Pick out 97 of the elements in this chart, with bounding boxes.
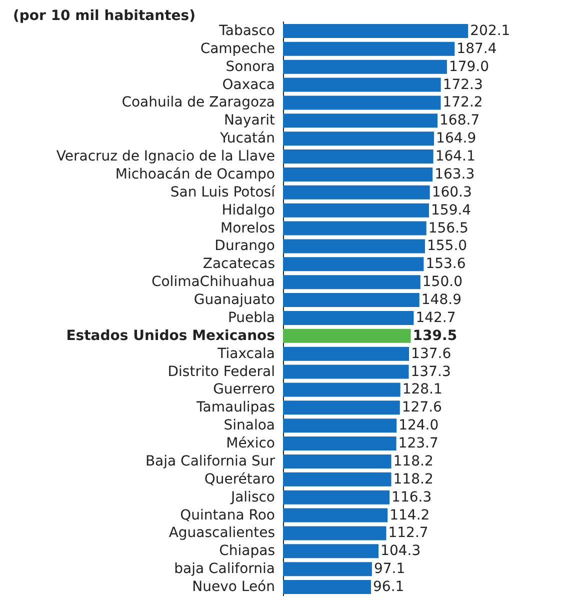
bar [283,328,411,343]
data-label: 128.1 [402,382,442,398]
data-label: 148.9 [421,292,462,308]
bar [283,454,392,468]
y-tick-label: Tiaxcala [216,346,275,362]
bar [283,544,379,558]
y-tick-label: Querétaro [204,471,275,488]
data-label: 150.0 [422,274,462,290]
bar [283,221,426,236]
y-tick-label: Oaxaca [222,76,275,93]
data-label: 163.3 [434,166,475,182]
bar [283,400,400,415]
bar [283,132,434,146]
bar [283,24,468,38]
y-tick-label: Michoacán de Ocampo [115,166,275,182]
bar [283,436,396,451]
bar [283,257,424,272]
bar [283,346,410,361]
y-tick-label: Nayarit [224,112,276,129]
data-label: 112.7 [388,525,428,542]
y-tick-label: Sonora [226,58,275,75]
data-label: 137.6 [411,346,452,362]
y-tick-label: Quintana Roo [180,507,275,524]
y-tick-label: Tamaulipas [196,400,275,416]
data-label: 124.0 [398,418,439,434]
data-label: 142.7 [416,310,456,326]
bar [283,562,372,576]
bar [283,78,441,92]
y-tick-label: Jalisco [230,489,275,506]
y-tick-label: Puebla [228,310,275,326]
y-tick-label: Hidalgo [222,202,275,218]
bar [283,472,392,486]
bar [283,382,400,397]
data-label: 172.2 [442,94,483,111]
data-label: 139.5 [412,328,458,344]
y-tick-label: Durango [214,238,275,254]
bar [283,96,441,110]
y-tick-label: Morelos [220,220,275,236]
data-label: 96.1 [373,579,404,596]
bar [283,508,388,522]
y-tick-label: Aguascalientes [168,525,275,542]
text: (por 10 mil habitantes) [13,8,196,24]
y-tick-label: Yucatán [218,130,275,147]
data-label: 187.4 [456,40,497,57]
y-tick-label: ColimaChihuahua [151,274,275,290]
bar [283,185,430,200]
y-tick-label: Guerrero [213,382,275,398]
y-tick-label: Sinaloa [224,418,275,434]
bar [283,580,372,594]
y-tick-label: Nuevo León [192,579,275,596]
data-label: 202.1 [470,22,510,39]
bar [283,239,425,254]
data-label: 97.1 [374,561,406,578]
y-tick-label: Zacatecas [202,256,275,272]
y-tick-label: Distrito Federal [168,364,275,380]
data-label: 116.3 [392,489,432,506]
y-tick-label: baja California [174,561,275,578]
bar [283,293,420,308]
bar [283,167,433,182]
data-label: 155.0 [426,238,468,254]
data-label: 127.6 [402,400,442,416]
data-label: 164.1 [435,148,476,165]
data-label: 114.2 [390,507,430,524]
bar [283,310,414,325]
data-label: 118.2 [393,453,434,470]
data-label: 153.6 [426,256,466,272]
bar [283,114,438,128]
bar [283,203,430,218]
data-label: 159.4 [431,202,472,218]
y-tick-label: Chiapas [219,543,275,560]
y-tick-label: Baja California Sur [145,453,276,470]
bar [283,490,390,504]
data-label: 137.3 [410,364,451,380]
y-tick-label: Tabasco [218,22,275,39]
y-tick-label: Coahuila de Zaragoza [122,94,275,111]
y-tick-label: México [226,436,275,452]
y-tick-label: Guanajuato [194,292,275,308]
bar [283,418,397,433]
bar [283,275,420,290]
data-label: 164.9 [436,130,476,147]
bar [283,150,434,164]
data-label: 118.2 [393,471,434,488]
data-label: 160.3 [432,184,472,200]
bar [283,42,455,56]
y-tick-label: San Luis Potosí [170,184,276,200]
y-tick-label: Estados Unidos Mexicanos [66,328,275,344]
bar [283,60,447,74]
bar [283,526,386,540]
data-label: 172.3 [442,76,483,93]
data-label: 123.7 [398,436,438,452]
y-tick-label: Campeche [200,40,275,57]
y-tick-label: Veracruz de Ignacio de la Llave [56,148,275,165]
bar [283,364,409,379]
data-label: 179.0 [448,58,490,75]
data-label: 168.7 [440,112,480,129]
data-label: 104.3 [380,543,421,560]
data-label: 156.5 [428,220,468,236]
